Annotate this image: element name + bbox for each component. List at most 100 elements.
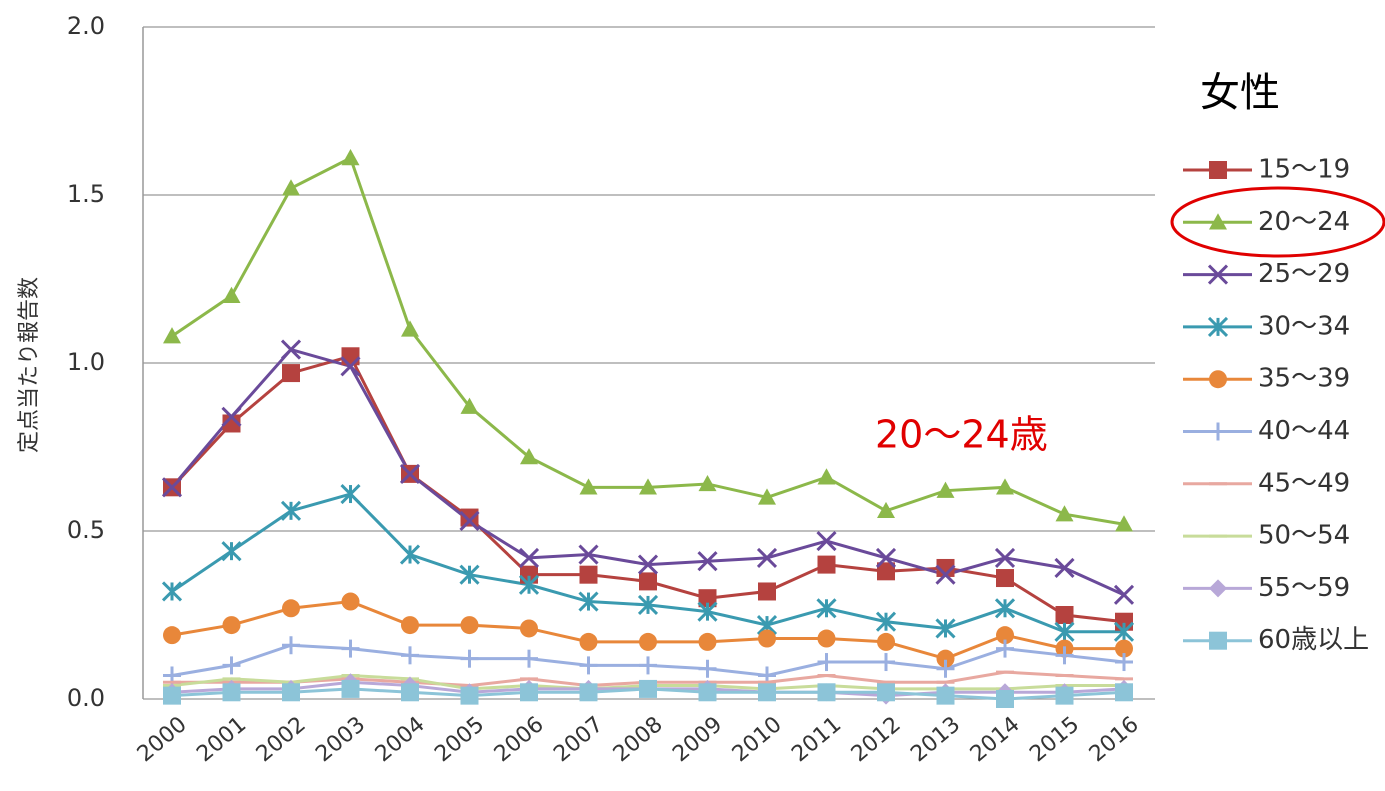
data-point (520, 619, 538, 638)
data-point (280, 339, 302, 360)
data-point (996, 690, 1014, 708)
data-point (936, 558, 955, 577)
data-point (520, 649, 538, 668)
data-point (518, 547, 540, 568)
marker-shape (877, 501, 895, 519)
legend-marker (1207, 264, 1229, 285)
data-point (697, 601, 718, 622)
data-point (935, 618, 956, 639)
data-point (340, 356, 361, 377)
data-point (996, 626, 1014, 645)
marker-shape (996, 690, 1014, 708)
marker-shape (1209, 161, 1227, 179)
data-point (994, 598, 1016, 619)
marker-shape (936, 686, 955, 705)
marker-shape (579, 478, 598, 495)
data-point (996, 569, 1014, 588)
data-point (161, 477, 183, 498)
data-point (877, 632, 895, 651)
data-point (578, 591, 599, 612)
marker-shape (579, 632, 598, 651)
marker-shape (341, 592, 360, 611)
data-point (935, 564, 956, 585)
data-point (579, 656, 598, 675)
data-point (758, 629, 776, 648)
marker-shape (996, 569, 1014, 588)
legend-marker (1207, 316, 1229, 337)
data-point (639, 478, 657, 495)
legend-label: 55〜59 (1258, 573, 1350, 603)
marker-shape (520, 683, 538, 702)
data-point (758, 683, 776, 702)
data-point (459, 510, 480, 531)
data-point (163, 327, 181, 344)
data-point (578, 544, 599, 565)
x-tick-label: 2005 (430, 712, 489, 767)
data-point (341, 592, 360, 611)
highlight-ellipse (1170, 186, 1385, 258)
marker-stroke (459, 510, 480, 531)
data-point (637, 554, 659, 575)
data-point (816, 598, 837, 619)
data-point (698, 683, 717, 702)
marker-stroke (221, 406, 242, 427)
data-point (697, 551, 718, 572)
marker-shape (1115, 515, 1133, 532)
data-point (637, 594, 659, 615)
marker-shape (758, 488, 776, 505)
data-point (817, 468, 836, 485)
x-tick-label: 2016 (1085, 712, 1144, 767)
data-point (817, 683, 836, 702)
marker-shape (163, 327, 181, 344)
data-point (1055, 686, 1074, 705)
legend-label: 15〜19 (1258, 155, 1350, 185)
marker-shape (996, 626, 1014, 645)
data-point (698, 659, 717, 678)
marker-stroke (637, 554, 659, 575)
marker-shape (1209, 579, 1227, 598)
data-point (341, 149, 360, 166)
legend-marker (1209, 161, 1227, 179)
x-tick-label: 2002 (252, 712, 311, 767)
x-tick-label: 2012 (847, 712, 906, 767)
x-tick-label: 2009 (668, 712, 727, 767)
marker-shape (460, 686, 479, 705)
legend-marker (1209, 631, 1227, 650)
data-point (163, 626, 181, 645)
data-point (520, 683, 538, 702)
data-point (1113, 621, 1135, 642)
data-point (579, 632, 598, 651)
marker-shape (401, 320, 419, 337)
marker-shape (877, 683, 895, 702)
data-point (222, 683, 241, 702)
data-point (222, 286, 241, 303)
marker-shape (282, 364, 300, 383)
data-point (1115, 515, 1133, 532)
marker-shape (460, 616, 479, 635)
legend-label: 40〜44 (1258, 416, 1350, 446)
marker-shape (579, 565, 598, 584)
marker-stroke (518, 547, 540, 568)
data-point (698, 589, 717, 608)
data-point (756, 547, 778, 568)
marker-shape (282, 683, 300, 702)
data-point (460, 649, 479, 668)
data-point (1115, 639, 1133, 658)
marker-stroke (280, 339, 302, 360)
data-point (816, 531, 837, 552)
data-point (222, 616, 241, 635)
data-point (639, 656, 657, 675)
x-tick-label: 2010 (728, 712, 787, 767)
legend-marker (1209, 370, 1227, 389)
data-point (996, 478, 1014, 495)
data-point (399, 463, 421, 484)
legend-title: 女性 (1200, 70, 1280, 116)
data-point (1054, 557, 1075, 579)
y-tick-label: 0.0 (67, 684, 105, 712)
marker-shape (817, 555, 836, 574)
x-tick-label: 2004 (371, 712, 430, 767)
marker-shape (996, 478, 1014, 495)
data-point (341, 347, 360, 366)
data-point (161, 581, 183, 602)
data-point (341, 639, 360, 658)
